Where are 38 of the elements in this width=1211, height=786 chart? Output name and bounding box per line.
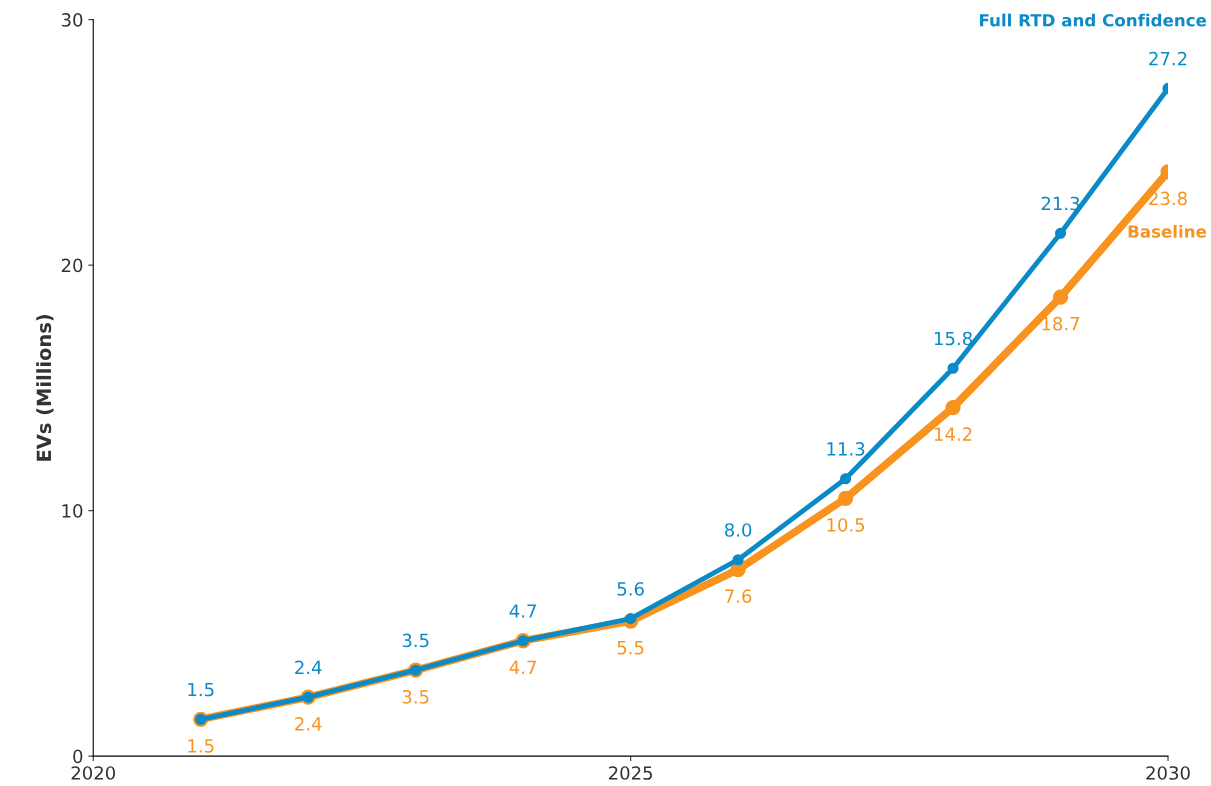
point	[837, 490, 854, 507]
data-label: 4.7	[509, 660, 536, 674]
data-label: 27.2	[1149, 51, 1187, 66]
data-label: 8.0	[724, 523, 752, 537]
data-label: 5.6	[617, 582, 644, 596]
point	[625, 613, 637, 625]
data-label: 14.2	[934, 427, 972, 441]
point	[732, 554, 744, 566]
data-label: 21.3	[1041, 196, 1080, 211]
data-label: 2.4	[295, 660, 322, 675]
y-tick-label: 10	[62, 504, 83, 518]
series-label: Baseline	[1128, 224, 1207, 238]
point	[945, 399, 961, 416]
point	[1054, 227, 1067, 239]
y-tick-label: 0	[73, 749, 83, 764]
data-label: 11.3	[827, 442, 865, 456]
point	[947, 362, 959, 374]
x-tick-label: 2030	[1146, 766, 1190, 780]
data-label: 23.8	[1149, 191, 1187, 206]
data-label: 18.7	[1042, 316, 1080, 331]
data-label: 5.5	[617, 641, 644, 655]
data-label: 2.4	[295, 716, 322, 731]
data-label: 15.8	[934, 331, 972, 346]
text: Full RTD and Confidence	[980, 13, 1207, 27]
y-tick-label: 30	[61, 13, 83, 27]
point	[1052, 289, 1069, 305]
data-label: 4.7	[509, 604, 536, 618]
y-tick-label: 20	[61, 258, 83, 273]
y-axis-title: EVs (Millions)	[36, 314, 54, 461]
data-label: 1.5	[188, 682, 214, 697]
data-label: 7.6	[725, 589, 752, 603]
point	[840, 473, 852, 485]
data-label: 1.5	[188, 739, 214, 753]
data-label: 3.5	[402, 689, 429, 704]
x-tick-label: 2025	[608, 766, 653, 780]
data-label: 3.5	[402, 633, 429, 648]
data-label: 10.5	[827, 518, 865, 532]
x-tick-label: 2020	[71, 766, 116, 780]
